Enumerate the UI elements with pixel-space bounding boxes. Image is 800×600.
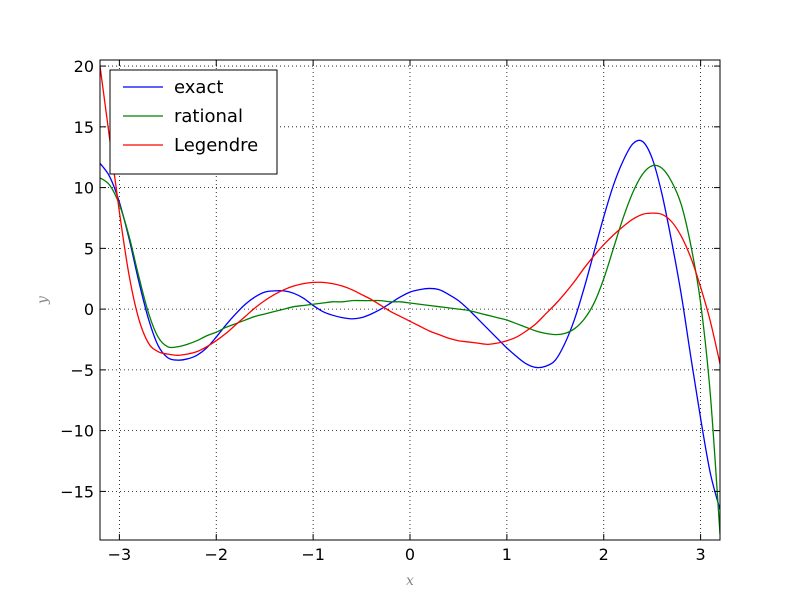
legend: exact rational Legendre	[109, 69, 278, 175]
x-tick-label: 1	[502, 545, 512, 564]
series-group	[100, 65, 720, 534]
legend-items: exact rational Legendre	[123, 77, 258, 156]
x-tick-label: −2	[204, 545, 228, 564]
x-tick-label: 0	[405, 545, 415, 564]
x-tick-label: 2	[599, 545, 609, 564]
legend-label-legendre: Legendre	[174, 135, 258, 156]
y-tick-labels: −15 −10 −5 0 5 10 15 20	[60, 57, 94, 501]
x-tick-labels: −3 −2 −1 0 1 2 3	[108, 545, 706, 564]
series-line-legendre	[100, 65, 720, 364]
series-line-exact	[100, 139, 720, 510]
series-line-rational	[100, 164, 720, 534]
legend-label-rational: rational	[174, 106, 243, 127]
legend-label-exact: exact	[174, 77, 223, 98]
y-tick-label: 10	[74, 179, 94, 198]
y-tick-label: −10	[60, 422, 94, 441]
axis-ticks	[100, 60, 720, 540]
y-tick-label: 20	[74, 57, 94, 76]
x-tick-label: −1	[301, 545, 325, 564]
y-tick-label: 15	[74, 118, 94, 137]
x-axis-label: x	[406, 573, 414, 589]
y-tick-label: −15	[60, 482, 94, 501]
y-tick-label: 0	[84, 300, 94, 319]
grid-lines	[100, 60, 720, 540]
x-tick-label: −3	[108, 545, 132, 564]
x-tick-label: 3	[696, 545, 706, 564]
y-axis-label: y	[35, 295, 51, 305]
y-tick-label: 5	[84, 239, 94, 258]
y-tick-label: −5	[70, 361, 94, 380]
